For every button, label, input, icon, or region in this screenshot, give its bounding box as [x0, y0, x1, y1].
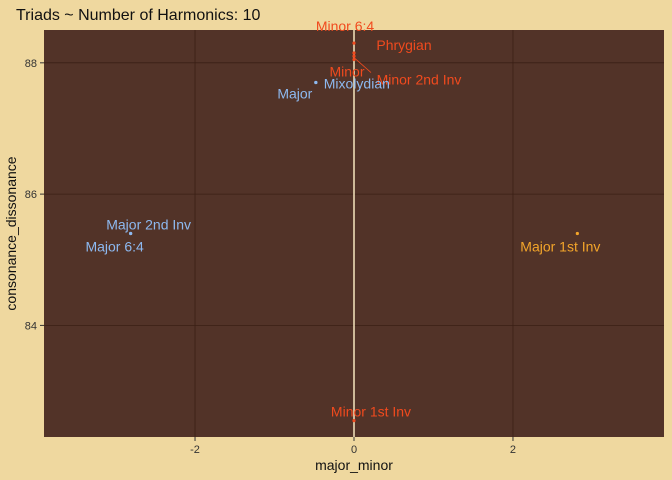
data-points — [129, 41, 579, 423]
point-label: Minor 6:4 — [316, 18, 375, 34]
data-point — [352, 41, 356, 45]
point-label: Major 1st Inv — [520, 239, 600, 255]
data-point — [352, 418, 356, 423]
data-point — [575, 231, 579, 236]
y-tick-label: 84 — [25, 320, 37, 332]
x-tick-label: 2 — [510, 444, 516, 456]
point-label: Major — [277, 86, 312, 102]
point-label: Mixolydian — [324, 76, 390, 92]
data-point — [314, 80, 318, 85]
x-tick-label: -2 — [190, 444, 200, 456]
point-label: Minor — [329, 63, 364, 79]
x-axis-title: major_minor — [315, 457, 393, 473]
y-tick-label: 86 — [25, 189, 37, 201]
point-label: Minor 1st Inv — [331, 404, 411, 420]
x-tick-label: 0 — [351, 444, 357, 456]
label-leader-line — [353, 57, 372, 73]
data-point — [129, 231, 133, 236]
data-point — [352, 54, 356, 58]
point-label: Phrygian — [376, 37, 431, 53]
axis-ticks: -2 0 2 84 86 88 — [25, 58, 516, 456]
point-label: Major 6:4 — [85, 239, 144, 255]
point-label: Minor 2nd Inv — [377, 72, 462, 88]
chart-title: Triads ~ Number of Harmonics: 10 — [16, 7, 260, 24]
label-leader-lines — [353, 57, 372, 73]
point-label: Major 2nd Inv — [106, 217, 191, 233]
y-axis-title: consonance_dissonance — [3, 156, 19, 310]
y-tick-label: 88 — [25, 58, 37, 70]
data-point — [352, 51, 356, 55]
